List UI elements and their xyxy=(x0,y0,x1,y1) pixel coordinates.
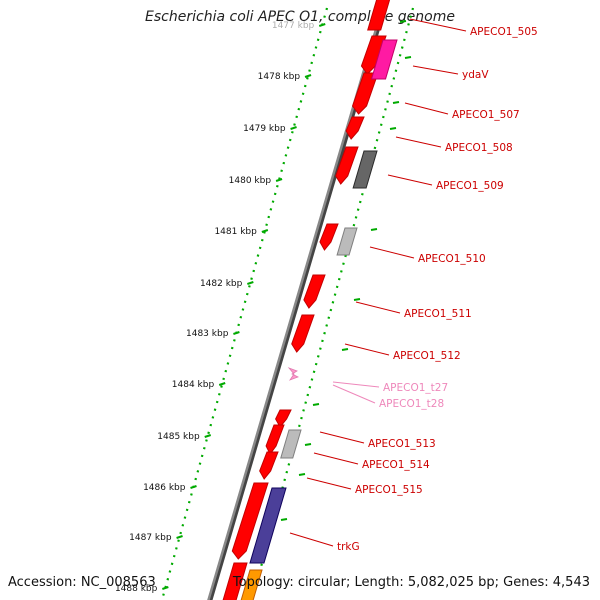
ruler-tick-label: 1480 kbp xyxy=(229,176,272,186)
trna-feature xyxy=(287,367,299,381)
track-tick xyxy=(392,101,400,104)
ruler-tick-label: 1486 kbp xyxy=(143,483,186,493)
gene-feature xyxy=(275,409,292,428)
ruler-tick xyxy=(218,382,226,386)
track-tick xyxy=(312,403,320,406)
ruler-tick xyxy=(204,434,212,438)
ruler-tick xyxy=(304,74,312,78)
gene-feature xyxy=(335,146,359,185)
ruler-tick-label: 1485 kbp xyxy=(157,432,200,442)
gene-feature xyxy=(303,274,326,309)
ruler-tick-label: 1478 kbp xyxy=(258,72,301,82)
ruler-line xyxy=(160,7,329,600)
gene-feature xyxy=(240,569,263,600)
gene-feature xyxy=(280,429,302,459)
ruler-tick-label: 1484 kbp xyxy=(172,380,215,390)
gene-label: APECO1_510 xyxy=(418,253,486,265)
ruler-tick-label: 1479 kbp xyxy=(243,124,286,134)
ruler-tick xyxy=(318,23,326,27)
ruler-tick xyxy=(275,178,283,182)
gene-label: APECO1_515 xyxy=(355,484,423,496)
gene-label: trkG xyxy=(337,541,360,553)
ruler-tick-label: 1483 kbp xyxy=(186,329,229,339)
ruler-tick-label: 1488 kbp xyxy=(115,584,158,594)
gene-feature xyxy=(291,314,315,353)
gene-feature xyxy=(336,227,358,256)
gene-feature xyxy=(367,0,391,31)
gene-label-leader xyxy=(404,102,449,115)
gene-label: APECO1_509 xyxy=(436,180,504,192)
gene-label: APECO1_505 xyxy=(470,26,538,38)
ruler-tick-label: 1482 kbp xyxy=(200,279,243,289)
accession-text: Accession: NC_008563 xyxy=(8,575,156,590)
track-tick xyxy=(341,348,349,351)
track-tick xyxy=(389,127,397,130)
ruler-tick xyxy=(176,535,183,539)
gene-label-leader xyxy=(344,343,390,356)
track-tick xyxy=(404,56,412,59)
gene-feature xyxy=(352,150,378,189)
ruler-tick xyxy=(190,485,197,489)
gene-feature xyxy=(370,39,398,80)
gene-label-leader xyxy=(409,18,467,32)
gene-label-leader xyxy=(412,65,459,75)
genome-summary-text: Topology: circular; Length: 5,082,025 bp… xyxy=(232,575,590,590)
track-tick xyxy=(298,473,306,476)
gene-feature xyxy=(360,35,387,75)
gene-label-leader xyxy=(332,384,376,404)
gene-label: APECO1_508 xyxy=(445,142,513,154)
gene-feature xyxy=(231,482,269,560)
ruler-tick xyxy=(162,586,169,590)
gene-label: APECO1_t28 xyxy=(379,398,444,410)
gene-label: ydaV xyxy=(462,69,489,81)
track-tick xyxy=(353,298,361,301)
gene-feature xyxy=(259,451,279,480)
gene-feature xyxy=(319,223,339,251)
gene-label-leader xyxy=(306,477,352,490)
gene-label: APECO1_512 xyxy=(393,350,461,362)
gene-feature xyxy=(222,562,248,600)
gene-label-leader xyxy=(289,532,334,547)
ruler-tick xyxy=(247,281,254,285)
track-tick xyxy=(399,20,407,23)
track-tick xyxy=(370,228,378,231)
gene-feature xyxy=(265,424,285,455)
ruler-tick xyxy=(290,126,297,130)
gene-label: APECO1_514 xyxy=(362,459,430,471)
gene-label: APECO1_t27 xyxy=(383,382,448,394)
gene-label-leader xyxy=(369,246,415,259)
gene-label-leader xyxy=(319,431,365,444)
ruler-tick-label: 1487 kbp xyxy=(129,533,172,543)
gene-label-leader xyxy=(387,174,433,186)
ruler-tick-label: 1481 kbp xyxy=(214,227,257,237)
ruler-tick xyxy=(261,229,269,233)
gene-feature xyxy=(249,487,287,564)
ruler-tick-label: 1477 kbp xyxy=(272,21,315,31)
gene-label-leader xyxy=(355,301,401,314)
ruler-tick xyxy=(233,331,240,335)
gene-label-leader xyxy=(395,136,442,148)
track-tick xyxy=(304,443,312,446)
gene-feature xyxy=(345,116,365,140)
gene-label: APECO1_507 xyxy=(452,109,520,121)
gene-label: APECO1_513 xyxy=(368,438,436,450)
gene-label-leader xyxy=(313,452,359,465)
gene-label: APECO1_511 xyxy=(404,308,472,320)
track-tick xyxy=(280,518,288,521)
gene-label-leader xyxy=(332,381,380,388)
